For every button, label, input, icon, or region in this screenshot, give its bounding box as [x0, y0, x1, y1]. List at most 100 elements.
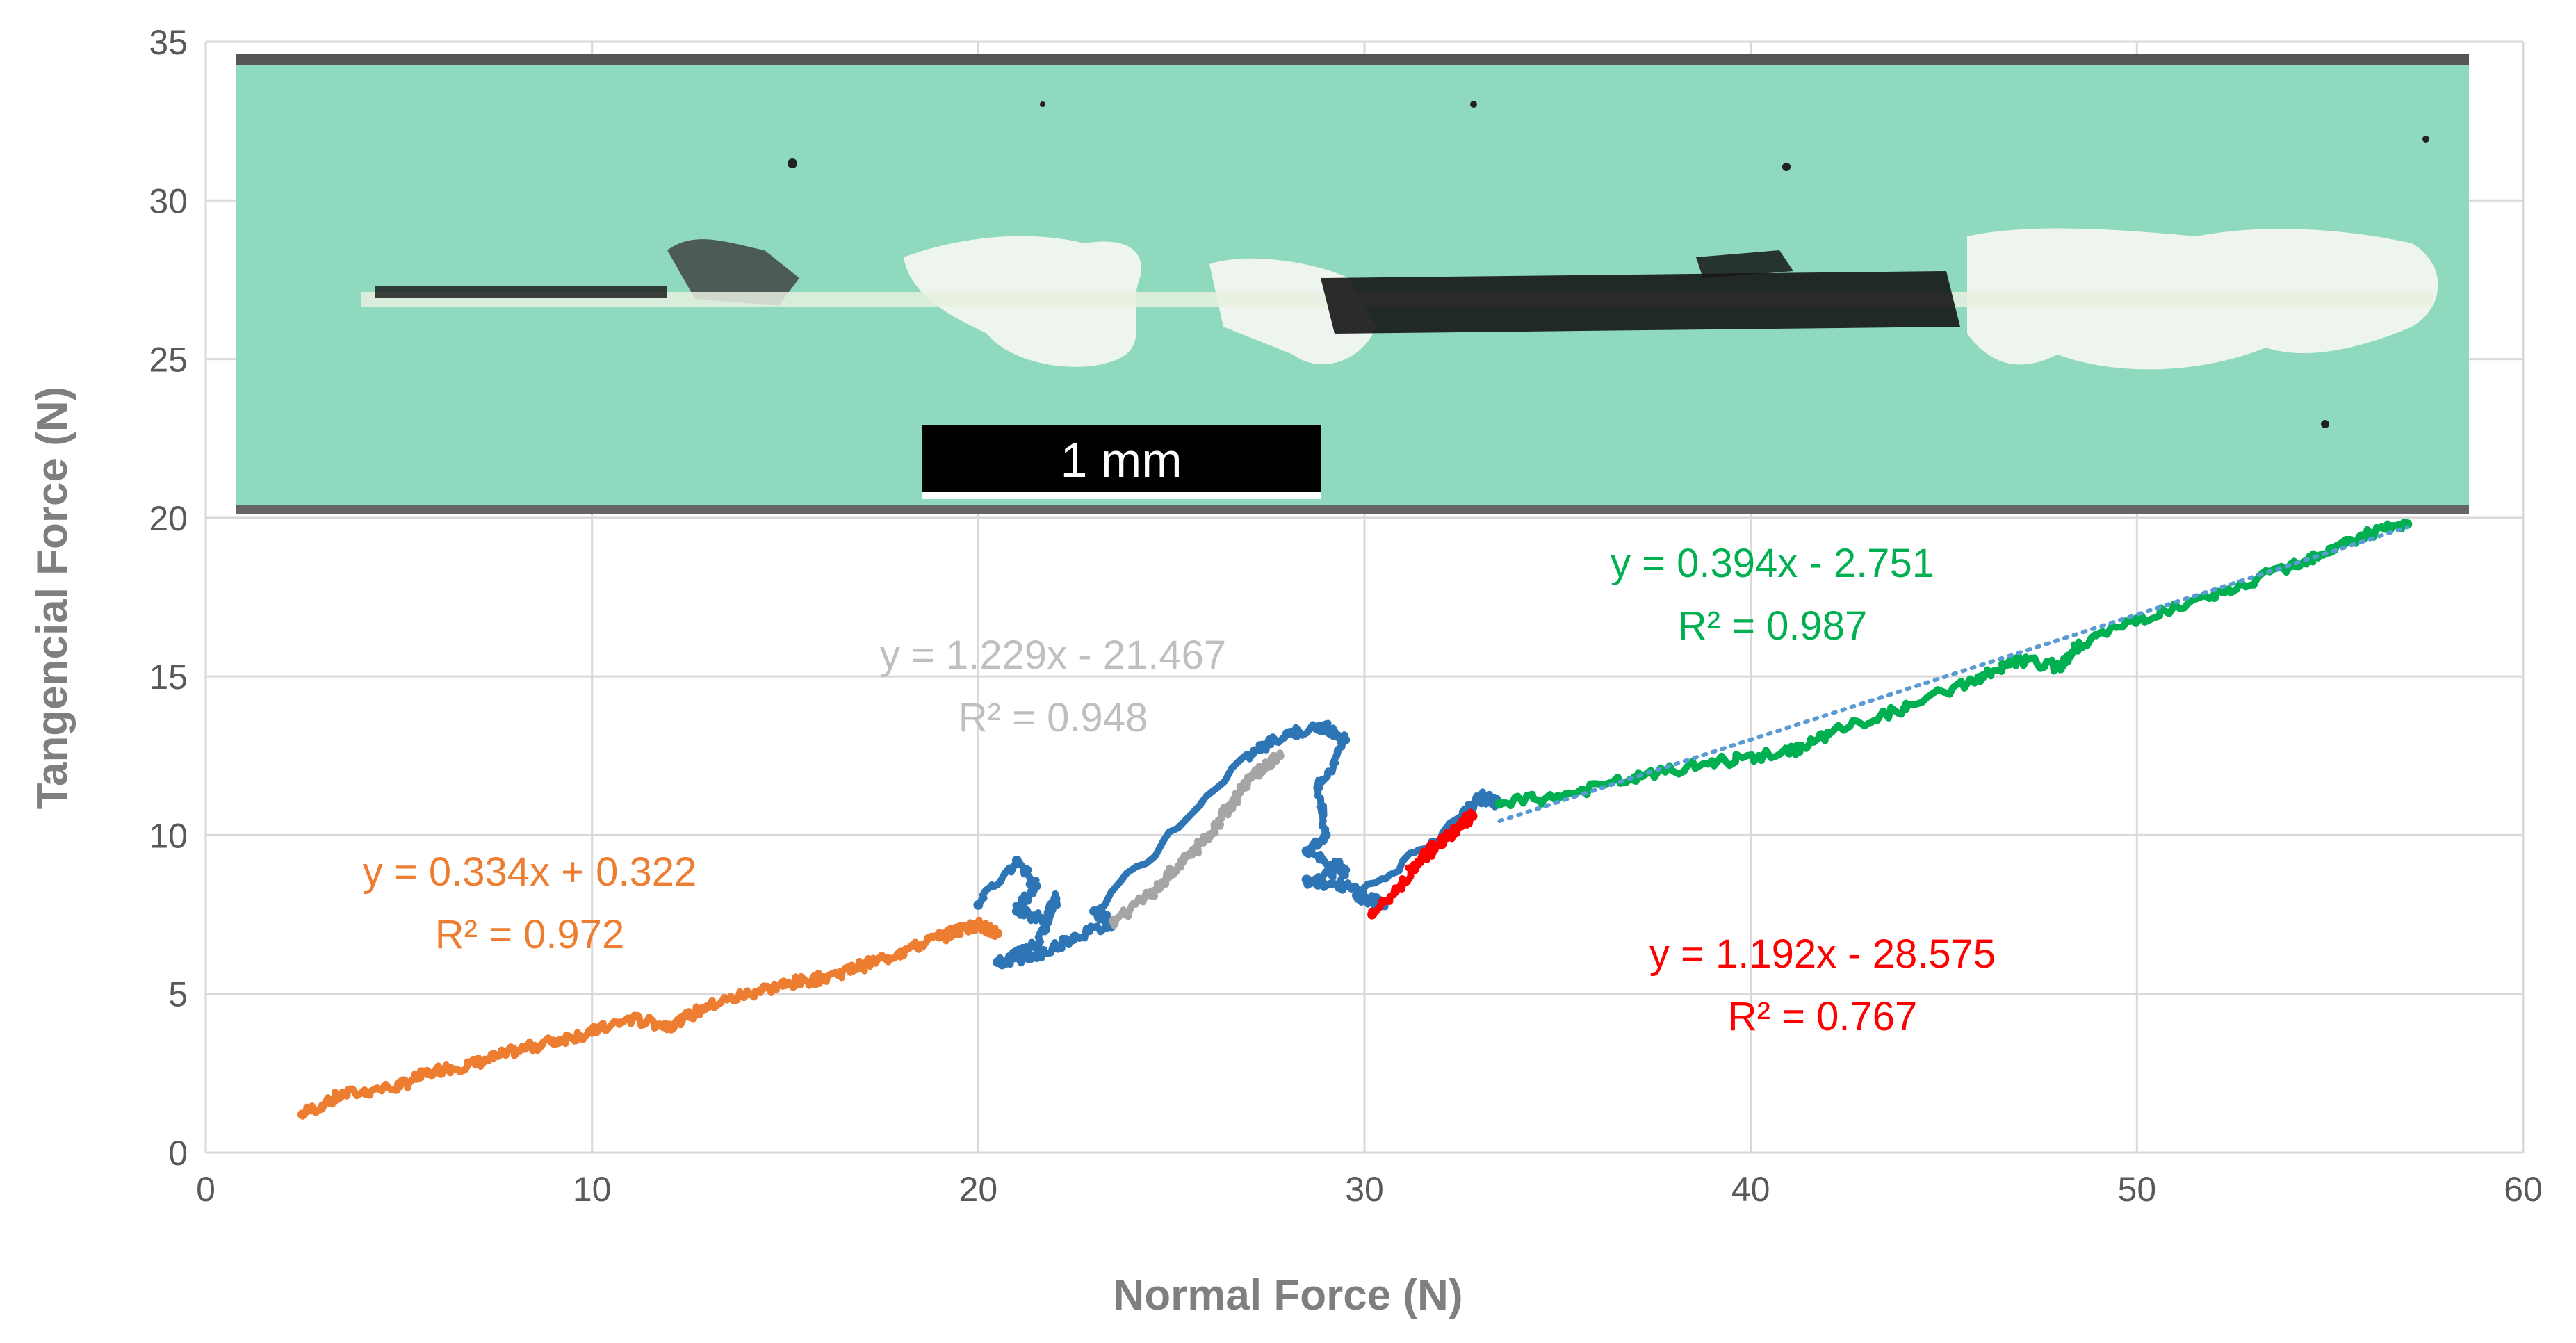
scale-bar-box: [922, 425, 1321, 495]
data-point: [626, 1014, 636, 1025]
y-tick-label: 30: [149, 181, 188, 220]
scratch-groove-dark: [1321, 271, 1960, 334]
series-orange: [297, 916, 1003, 1120]
data-point: [1089, 906, 1100, 917]
x-tick-label: 30: [1345, 1170, 1384, 1209]
y-tick-label: 20: [149, 499, 188, 538]
y-tick-label: 0: [168, 1134, 188, 1173]
x-axis-title: Normal Force (N): [1114, 1271, 1463, 1319]
surface-pit: [788, 158, 797, 168]
data-point: [1417, 852, 1428, 863]
data-point: [1340, 865, 1351, 875]
micrograph-inset: 1 mm: [236, 54, 2469, 514]
x-tick-label: 60: [2504, 1170, 2543, 1209]
data-point: [1147, 887, 1157, 897]
data-point: [1301, 846, 1312, 856]
y-tick-label: 25: [149, 341, 188, 380]
orange-equation: y = 0.334x + 0.322: [363, 849, 696, 895]
data-point: [1043, 915, 1053, 926]
data-point: [1552, 792, 1563, 802]
data-point: [1494, 798, 1505, 808]
orange-r2: R² = 0.972: [435, 912, 624, 957]
x-tick-label: 10: [573, 1170, 612, 1209]
surface-pit: [1470, 101, 1477, 108]
data-point: [741, 988, 751, 999]
data-point: [1321, 830, 1331, 840]
data-point: [1475, 792, 1485, 802]
data-point: [664, 1020, 674, 1031]
data-point: [548, 1036, 559, 1047]
scratch-debris: [667, 239, 799, 306]
data-point: [1244, 751, 1254, 761]
trendline-green: [1497, 525, 2410, 823]
data-point: [993, 957, 1003, 968]
red-r2: R² = 0.767: [1728, 994, 1917, 1039]
series-blue-trace: [975, 719, 1503, 970]
data-point: [1031, 881, 1041, 891]
data-point: [973, 919, 984, 929]
data-point: [703, 1001, 713, 1011]
y-tick-label: 5: [168, 975, 188, 1014]
data-point: [1011, 855, 1022, 865]
data-point: [2132, 614, 2142, 624]
scale-bar-label: 1 mm: [1061, 433, 1182, 487]
data-point: [1340, 881, 1351, 891]
data-point: [1456, 820, 1466, 831]
data-point: [1301, 874, 1312, 885]
x-tick-label: 40: [1731, 1170, 1770, 1209]
data-point: [1823, 729, 1833, 739]
data-point: [1437, 836, 1447, 847]
data-point: [2016, 656, 2026, 666]
data-point: [993, 928, 1003, 938]
axes: [204, 42, 2523, 1154]
x-tick-label: 0: [196, 1170, 215, 1209]
trendlines: [1497, 525, 2410, 823]
data-point: [1108, 915, 1118, 926]
y-axis-title: Tangencial Force (N): [28, 386, 76, 810]
data-point: [1978, 672, 1988, 682]
data-series: [297, 518, 2413, 1120]
data-point: [1321, 722, 1331, 733]
series-blue: [973, 719, 1505, 970]
data-point: [2363, 528, 2374, 539]
red-equation: y = 1.192x - 28.575: [1649, 931, 1996, 977]
series-gray: [1108, 749, 1285, 929]
trendline-equations: y = 0.334x + 0.322 R² = 0.972 y = 1.229x…: [363, 541, 1996, 1039]
gray-equation: y = 1.229x - 21.467: [880, 633, 1226, 678]
data-point: [934, 931, 945, 942]
data-point: [1031, 941, 1041, 952]
micrograph-top-edge: [236, 54, 2469, 65]
green-equation: y = 0.394x - 2.751: [1611, 541, 1934, 586]
data-point: [1070, 931, 1080, 942]
data-point: [1313, 782, 1323, 792]
data-point: [2073, 640, 2084, 650]
data-point: [1351, 890, 1362, 901]
data-point: [471, 1059, 481, 1069]
data-point: [2055, 662, 2065, 672]
data-point: [1166, 868, 1177, 879]
x-tick-label: 20: [959, 1170, 998, 1209]
data-point: [587, 1027, 597, 1037]
data-point: [1367, 909, 1378, 920]
data-point: [857, 960, 867, 970]
data-point: [1274, 751, 1285, 761]
data-point: [1900, 703, 1910, 713]
data-point: [1224, 801, 1234, 812]
y-tick-label: 10: [149, 816, 188, 855]
data-point: [432, 1065, 443, 1075]
data-point: [1011, 906, 1022, 917]
data-point: [819, 972, 829, 983]
series-orange-trace: [298, 916, 1002, 1120]
data-point: [1031, 950, 1041, 961]
data-point: [1244, 773, 1254, 783]
scale-bar: [922, 492, 1321, 499]
scratch-groove-dark: [375, 286, 667, 298]
data-point: [2402, 519, 2413, 529]
data-point: [2209, 592, 2219, 602]
surface-pit: [2321, 420, 2329, 428]
data-point: [1467, 811, 1478, 822]
data-point: [780, 979, 790, 990]
y-tick-label: 35: [149, 23, 188, 62]
y-tick-label: 15: [149, 658, 188, 697]
